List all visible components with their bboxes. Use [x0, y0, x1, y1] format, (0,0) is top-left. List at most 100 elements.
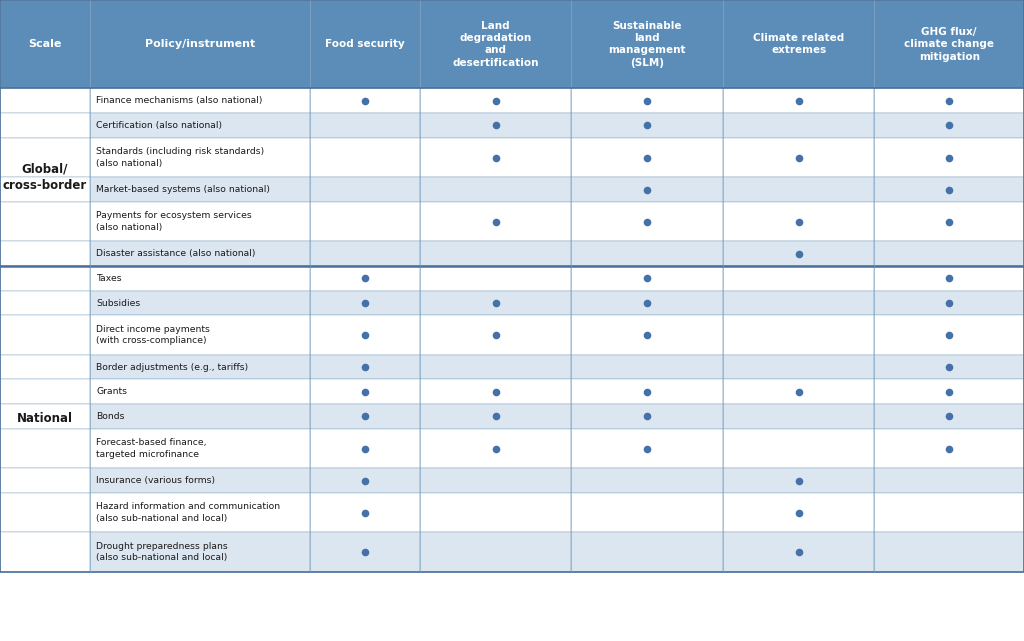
Bar	[723, 354, 874, 379]
Bar	[874, 315, 1024, 354]
Bar	[874, 429, 1024, 468]
Bar	[310, 138, 420, 177]
Bar	[0, 532, 90, 572]
Bar	[420, 379, 571, 404]
Bar	[723, 202, 874, 241]
Bar	[0, 202, 90, 241]
Bar	[874, 202, 1024, 241]
Bar	[874, 241, 1024, 266]
Text: Payments for ecosystem services
(also national): Payments for ecosystem services (also na…	[96, 212, 252, 232]
Bar	[874, 177, 1024, 202]
Bar	[723, 379, 874, 404]
Bar	[90, 404, 310, 429]
Bar	[420, 241, 571, 266]
Bar	[0, 354, 90, 379]
Bar	[723, 468, 874, 493]
Bar	[571, 532, 723, 572]
Bar	[571, 493, 723, 532]
Bar	[0, 468, 90, 493]
Text: Bonds: Bonds	[96, 412, 125, 421]
Bar	[90, 177, 310, 202]
Bar	[571, 241, 723, 266]
Text: Insurance (various forms): Insurance (various forms)	[96, 476, 215, 485]
Text: Drought preparedness plans
(also sub-national and local): Drought preparedness plans (also sub-nat…	[96, 542, 228, 562]
Text: Global/
cross-border: Global/ cross-border	[3, 163, 87, 192]
Text: Standards (including risk standards)
(also national): Standards (including risk standards) (al…	[96, 147, 264, 168]
Bar	[310, 493, 420, 532]
Bar	[90, 113, 310, 138]
Bar	[90, 0, 310, 88]
Bar	[723, 138, 874, 177]
Bar	[310, 88, 420, 113]
Bar	[571, 202, 723, 241]
Bar	[723, 177, 874, 202]
Text: Certification (also national): Certification (also national)	[96, 121, 222, 130]
Text: Grants: Grants	[96, 387, 127, 396]
Bar	[420, 468, 571, 493]
Bar	[874, 404, 1024, 429]
Bar	[571, 315, 723, 354]
Bar	[874, 354, 1024, 379]
Bar	[723, 0, 874, 88]
Bar	[420, 404, 571, 429]
Bar	[420, 202, 571, 241]
Bar	[90, 315, 310, 354]
Bar	[571, 0, 723, 88]
Bar	[420, 138, 571, 177]
Bar	[420, 354, 571, 379]
Bar	[310, 113, 420, 138]
Bar	[874, 290, 1024, 315]
Bar	[420, 266, 571, 290]
Bar	[90, 354, 310, 379]
Text: Direct income payments
(with cross-compliance): Direct income payments (with cross-compl…	[96, 325, 210, 345]
Bar	[310, 429, 420, 468]
Bar	[0, 315, 90, 354]
Bar	[310, 404, 420, 429]
Bar	[420, 290, 571, 315]
Bar	[723, 241, 874, 266]
Bar	[571, 379, 723, 404]
Bar	[420, 315, 571, 354]
Bar	[571, 266, 723, 290]
Bar	[874, 266, 1024, 290]
Text: National: National	[17, 412, 73, 426]
Text: Finance mechanisms (also national): Finance mechanisms (also national)	[96, 96, 262, 105]
Bar	[723, 429, 874, 468]
Bar	[0, 404, 90, 429]
Bar	[723, 404, 874, 429]
Bar	[90, 429, 310, 468]
Bar	[874, 88, 1024, 113]
Bar	[90, 493, 310, 532]
Bar	[0, 138, 90, 177]
Text: Land
degradation
and
desertification: Land degradation and desertification	[453, 21, 539, 68]
Bar	[90, 241, 310, 266]
Text: Climate related
extremes: Climate related extremes	[753, 33, 845, 55]
Bar	[874, 113, 1024, 138]
Bar	[0, 266, 90, 290]
Bar	[874, 379, 1024, 404]
Bar	[571, 290, 723, 315]
Bar	[420, 532, 571, 572]
Bar	[723, 315, 874, 354]
Text: Food security: Food security	[326, 39, 404, 49]
Bar	[571, 177, 723, 202]
Bar	[571, 354, 723, 379]
Bar	[310, 266, 420, 290]
Bar	[723, 493, 874, 532]
Text: Policy/instrument: Policy/instrument	[145, 39, 255, 49]
Bar	[310, 0, 420, 88]
Bar	[874, 493, 1024, 532]
Bar	[90, 532, 310, 572]
Bar	[0, 177, 90, 202]
Bar	[420, 493, 571, 532]
Bar	[0, 0, 1024, 572]
Bar	[0, 88, 90, 113]
Bar	[0, 241, 90, 266]
Bar	[90, 138, 310, 177]
Bar	[0, 290, 90, 315]
Bar	[723, 88, 874, 113]
Text: Forecast-based finance,
targeted microfinance: Forecast-based finance, targeted microfi…	[96, 438, 207, 459]
Bar	[571, 404, 723, 429]
Bar	[571, 138, 723, 177]
Text: Border adjustments (e.g., tariffs): Border adjustments (e.g., tariffs)	[96, 363, 249, 372]
